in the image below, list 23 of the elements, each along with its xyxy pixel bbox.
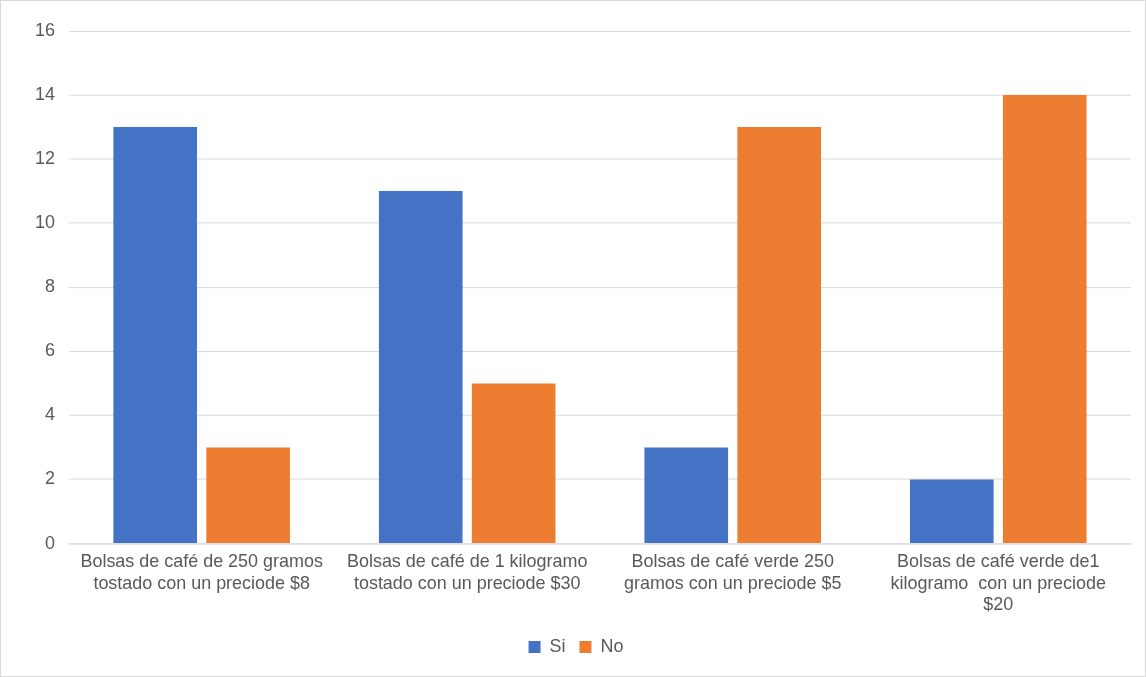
bar <box>644 447 729 544</box>
bar <box>378 191 463 544</box>
y-tick-label: 8 <box>44 276 55 297</box>
bar <box>206 447 290 544</box>
bar <box>471 383 556 544</box>
x-tick-label: Bolsas de café de 1 kilogramo tostado con un preciode $30 <box>346 551 588 593</box>
y-tick-label: 12 <box>34 148 55 169</box>
bar <box>909 479 994 544</box>
x-tick-label: Bolsas de café de 250 gramos tostado con un preciode $8 <box>80 551 323 593</box>
y-tick-label: 6 <box>44 340 55 361</box>
y-tick-label: 0 <box>44 532 55 553</box>
y-tick-label: 10 <box>34 212 55 233</box>
bar <box>1002 95 1087 544</box>
legend-label: No <box>600 636 624 657</box>
x-tick-label: Bolsas de café verde 250 gramos con un preciode $5 <box>623 551 842 593</box>
y-tick-label: 16 <box>34 19 55 40</box>
y-tick-label: 14 <box>34 83 55 104</box>
y-tick-label: 4 <box>44 404 55 425</box>
y-tick-label: 2 <box>44 468 55 489</box>
bar <box>113 127 198 544</box>
x-tick-label: Bolsas de café verde de1 kilogramo con un preciode $20 <box>890 551 1107 615</box>
legend-label: Si <box>549 636 566 657</box>
bar <box>737 127 822 544</box>
